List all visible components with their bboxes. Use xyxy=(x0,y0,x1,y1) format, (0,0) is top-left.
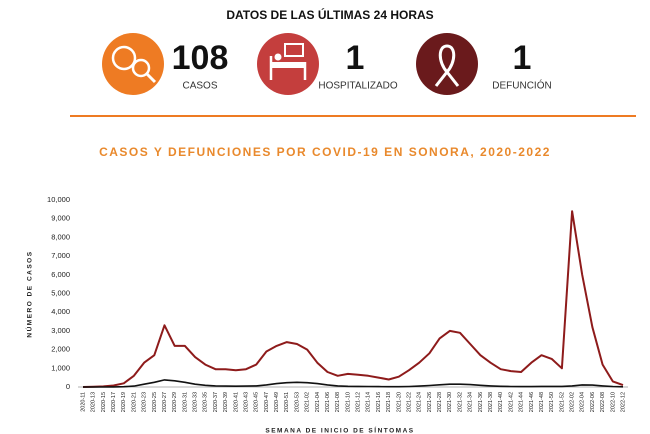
x-tick-label: 2020-29 xyxy=(172,392,178,412)
x-tick-label: 2021-04 xyxy=(315,392,321,412)
x-tick-label: 2022-08 xyxy=(600,392,606,412)
series-line xyxy=(82,210,624,388)
x-tick-label: 2021-26 xyxy=(427,392,433,412)
x-tick-label: 2022-02 xyxy=(570,392,576,412)
cases-value: 108 xyxy=(172,39,229,77)
x-tick-label: 2021-44 xyxy=(519,392,525,412)
x-tick-label: 2021-12 xyxy=(356,392,362,412)
y-tick-label: 9,000 xyxy=(51,214,70,223)
death-icon xyxy=(416,33,478,95)
x-tick-label: 2021-02 xyxy=(305,392,311,412)
x-tick-label: 2021-22 xyxy=(406,392,412,412)
x-tick-label: 2020-25 xyxy=(152,392,158,412)
x-tick-label: 2021-14 xyxy=(366,392,372,412)
y-tick-label: 7,000 xyxy=(51,251,70,260)
x-tick-label: 2020-21 xyxy=(131,392,137,412)
y-tick-label: 10,000 xyxy=(47,195,70,204)
x-axis-title: SEMANA DE INICIO DE SÍNTOMAS xyxy=(265,426,414,434)
y-tick-label: 3,000 xyxy=(51,326,70,335)
x-tick-label: 2021-06 xyxy=(325,392,331,412)
x-tick-label: 2020-15 xyxy=(101,392,107,412)
series-line xyxy=(83,379,624,388)
x-tick-label: 2020-47 xyxy=(264,392,270,412)
x-tick-label: 2020-51 xyxy=(284,392,290,412)
x-tick-label: 2020-33 xyxy=(193,392,199,412)
cases-label: CASOS xyxy=(182,81,217,92)
x-tick-label: 2022-12 xyxy=(620,392,626,412)
x-tick-label: 2021-16 xyxy=(376,392,382,412)
x-tick-label: 2022-10 xyxy=(610,392,616,412)
x-tick-label: 2020-11 xyxy=(80,392,86,412)
x-tick-label: 2021-10 xyxy=(345,392,351,412)
x-tick-label: 2021-40 xyxy=(498,392,504,412)
x-tick-label: 2020-39 xyxy=(223,392,229,412)
x-tick-label: 2020-43 xyxy=(243,392,249,412)
x-tick-label: 2021-50 xyxy=(549,392,555,412)
x-tick-label: 2021-18 xyxy=(386,392,392,412)
x-tick-label: 2020-17 xyxy=(111,392,117,412)
x-tick-label: 2021-42 xyxy=(508,392,514,412)
x-tick-label: 2021-46 xyxy=(529,392,535,412)
x-tick-label: 2021-08 xyxy=(335,392,341,412)
x-tick-label: 2020-53 xyxy=(294,392,300,412)
x-tick-label: 2022-04 xyxy=(580,392,586,412)
x-tick-label: 2021-34 xyxy=(468,392,474,412)
x-tick-label: 2021-36 xyxy=(478,392,484,412)
x-tick-label: 2020-31 xyxy=(182,392,188,412)
x-tick-label: 2020-23 xyxy=(142,392,148,412)
hospital-label: HOSPITALIZADO xyxy=(318,81,397,92)
y-axis-title: NÚMERO DE CASOS xyxy=(25,250,34,337)
y-tick-label: 4,000 xyxy=(51,307,70,316)
x-tick-label: 2021-32 xyxy=(457,392,463,412)
x-tick-label: 2020-19 xyxy=(121,392,127,412)
x-tick-label: 2021-24 xyxy=(417,392,423,412)
y-tick-label: 8,000 xyxy=(51,232,70,241)
x-tick-label: 2021-52 xyxy=(559,392,565,412)
x-tick-label: 2021-48 xyxy=(539,392,545,412)
y-tick-label: 6,000 xyxy=(51,270,70,279)
x-tick-label: 2020-41 xyxy=(233,392,239,412)
death-value: 1 xyxy=(513,39,532,77)
y-tick-label: 1,000 xyxy=(51,363,70,372)
y-tick-label: 0 xyxy=(66,382,70,391)
x-tick-label: 2021-20 xyxy=(396,392,402,412)
x-tick-label: 2020-27 xyxy=(162,392,168,412)
x-tick-label: 2021-30 xyxy=(447,392,453,412)
chart-title: CASOS Y DEFUNCIONES POR COVID-19 EN SONO… xyxy=(99,145,551,159)
x-tick-label: 2022-06 xyxy=(590,392,596,412)
header-title: DATOS DE LAS ÚLTIMAS 24 HORAS xyxy=(226,7,433,22)
death-label: DEFUNCIÓN xyxy=(492,79,551,92)
x-tick-label: 2020-37 xyxy=(213,392,219,412)
x-tick-label: 2020-13 xyxy=(91,392,97,412)
x-tick-label: 2021-38 xyxy=(488,392,494,412)
x-tick-label: 2020-45 xyxy=(254,392,260,412)
x-tick-label: 2020-35 xyxy=(203,392,209,412)
hospital-icon xyxy=(257,33,319,95)
hospital-value: 1 xyxy=(346,39,365,77)
y-tick-label: 5,000 xyxy=(51,288,70,297)
x-tick-label: 2020-49 xyxy=(274,392,280,412)
y-tick-label: 2,000 xyxy=(51,345,70,354)
x-tick-label: 2021-28 xyxy=(437,392,443,412)
cases-icon xyxy=(102,33,164,95)
